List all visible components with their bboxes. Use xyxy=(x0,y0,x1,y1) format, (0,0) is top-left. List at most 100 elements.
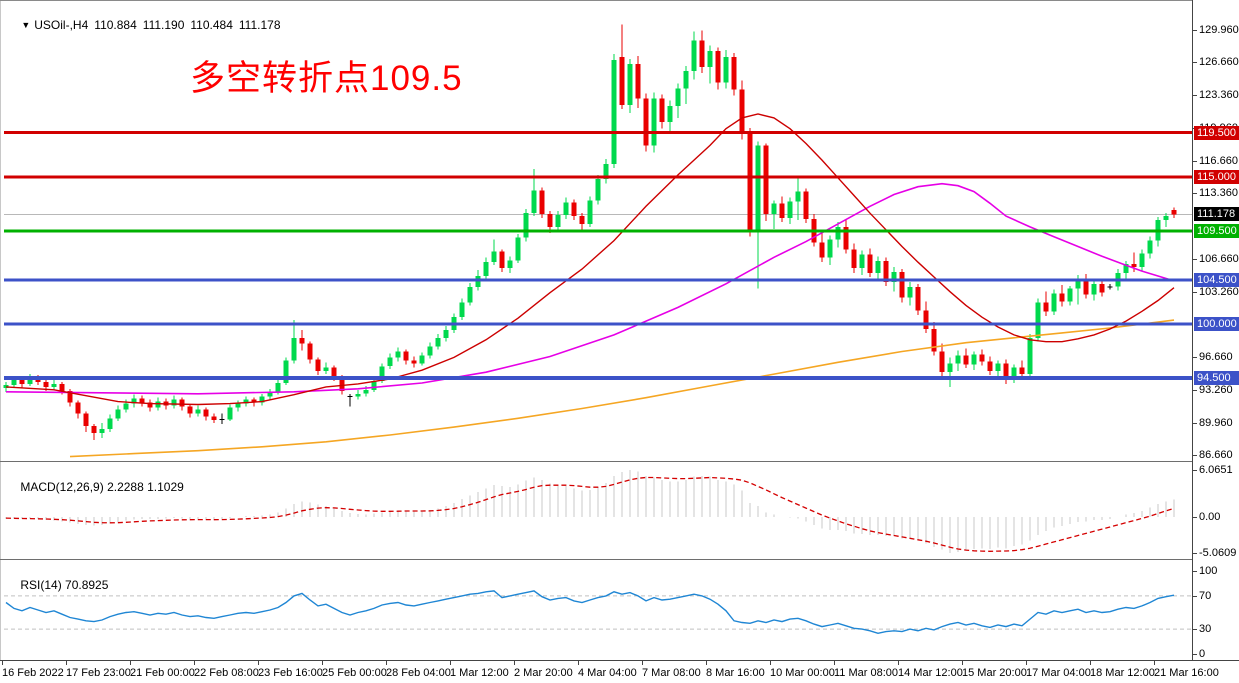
candle-body xyxy=(563,202,569,216)
candle-body xyxy=(267,391,273,397)
candle-body xyxy=(307,343,313,360)
window-top-border xyxy=(0,0,1239,1)
time-axis-tick xyxy=(1026,661,1027,665)
rsi-value: 70.8925 xyxy=(65,578,109,592)
price-level-tag-104.500[interactable]: 104.500 xyxy=(1194,273,1239,287)
price-axis-tick xyxy=(1193,30,1197,31)
macd-axis-tick xyxy=(1193,470,1197,471)
price-axis-label: 113.360 xyxy=(1199,187,1238,199)
rsi-line xyxy=(5,590,1175,635)
price-level-tag-109.500[interactable]: 109.500 xyxy=(1194,224,1239,238)
time-axis-label: 17 Mar 04:00 xyxy=(1026,667,1091,679)
candle-body xyxy=(499,251,505,269)
candle-body xyxy=(675,88,681,107)
candle-body xyxy=(43,382,49,387)
ma-fast-line xyxy=(5,113,1175,406)
time-axis-tick xyxy=(386,661,387,665)
price-level-tag-94.500[interactable]: 94.500 xyxy=(1194,371,1239,385)
candle-body xyxy=(611,60,617,164)
bar-close-value: 111.178 xyxy=(238,18,281,32)
candle-body xyxy=(483,262,489,276)
candle-body xyxy=(971,354,977,365)
price-axis-tick xyxy=(1193,357,1197,358)
candle-body xyxy=(923,310,929,329)
ma-slow-line xyxy=(69,319,1175,458)
price-axis-label: 89.960 xyxy=(1199,417,1233,429)
candle-body xyxy=(1147,240,1153,254)
macd-axis-label: 6.0651 xyxy=(1199,464,1233,476)
candle-body xyxy=(651,98,657,146)
macd-rsi-separator[interactable] xyxy=(0,559,1239,560)
chart-annotation-text[interactable]: 多空转折点109.5 xyxy=(190,59,463,98)
candle-body xyxy=(3,384,9,388)
price-level-tag-119.500[interactable]: 119.500 xyxy=(1194,126,1239,140)
time-axis-label: 15 Mar 20:00 xyxy=(962,667,1027,679)
candle-body xyxy=(739,89,745,132)
candle-body xyxy=(323,367,329,372)
candle-body xyxy=(299,337,305,344)
candle-body xyxy=(1011,367,1017,381)
candle-body xyxy=(587,200,593,224)
rsi-indicator-label: RSI(14) 70.8925 xyxy=(7,564,108,606)
macd-axis-label: -5.0609 xyxy=(1199,547,1237,559)
candle-body xyxy=(411,360,417,364)
price-axis-tick xyxy=(1193,292,1197,293)
price-axis-column[interactable]: 129.960126.660123.360119.960116.660113.3… xyxy=(1192,0,1239,660)
candle-body xyxy=(363,389,369,394)
time-axis-label: 7 Mar 08:00 xyxy=(642,667,701,679)
candle-body xyxy=(683,70,689,89)
candle-body xyxy=(339,377,345,391)
macd-signal-line xyxy=(5,476,1175,552)
time-axis-label: 1 Mar 12:00 xyxy=(450,667,509,679)
main-macd-separator[interactable] xyxy=(0,461,1239,462)
candle-body xyxy=(931,329,937,352)
candle-body xyxy=(195,409,201,414)
candle-body xyxy=(315,359,321,372)
main-chart-svg[interactable] xyxy=(0,0,1192,461)
candle-body xyxy=(19,380,25,384)
candle-body xyxy=(1131,264,1137,268)
time-axis-tick xyxy=(2,661,3,665)
symbol-dropdown-icon[interactable]: ▼ xyxy=(21,20,31,30)
time-axis-label: 17 Feb 23:00 xyxy=(66,667,131,679)
macd-main-value: 2.2288 xyxy=(107,480,144,494)
time-axis-label: 21 Mar 16:00 xyxy=(1154,667,1219,679)
time-axis-tick xyxy=(706,661,707,665)
candle-body xyxy=(851,249,857,269)
rsi-axis-label: 70 xyxy=(1199,590,1212,602)
time-axis-label: 21 Feb 00:00 xyxy=(130,667,195,679)
price-level-tag-115.000[interactable]: 115.000 xyxy=(1194,170,1239,184)
bar-high-value: 111.190 xyxy=(142,18,185,32)
candle-body xyxy=(867,254,873,273)
time-axis-tick xyxy=(834,661,835,665)
candle-body xyxy=(371,381,377,390)
window-left-border-inner xyxy=(0,0,1,683)
price-level-tag-100.000[interactable]: 100.000 xyxy=(1194,317,1239,331)
price-axis-label: 116.660 xyxy=(1199,155,1238,167)
candle-body xyxy=(555,215,561,227)
candle-body xyxy=(1099,283,1105,293)
candle-body xyxy=(243,399,249,404)
candle-body xyxy=(859,254,865,269)
candle-body xyxy=(331,367,337,378)
candle-body xyxy=(1003,363,1009,380)
macd-chart-svg[interactable] xyxy=(0,462,1192,559)
time-axis-tick xyxy=(514,661,515,665)
candle-body xyxy=(723,57,729,83)
rsi-chart-svg[interactable] xyxy=(0,560,1192,659)
candle-body xyxy=(227,407,233,420)
candle-body xyxy=(131,398,137,404)
candle-body xyxy=(11,380,17,385)
candle-body xyxy=(355,393,361,397)
price-axis-label: 129.960 xyxy=(1199,24,1239,36)
candle-body xyxy=(747,131,753,230)
candle-body xyxy=(667,106,673,122)
time-axis-tick xyxy=(770,661,771,665)
candle-body xyxy=(27,377,33,384)
time-axis[interactable]: 16 Feb 2022 17 Feb 23:00 21 Feb 00:00 22 Fe… xyxy=(0,660,1239,683)
candle-body xyxy=(979,354,985,362)
candle-body xyxy=(1043,302,1049,312)
candle-body xyxy=(107,418,113,430)
current-price-tag: 111.178 xyxy=(1194,207,1239,221)
